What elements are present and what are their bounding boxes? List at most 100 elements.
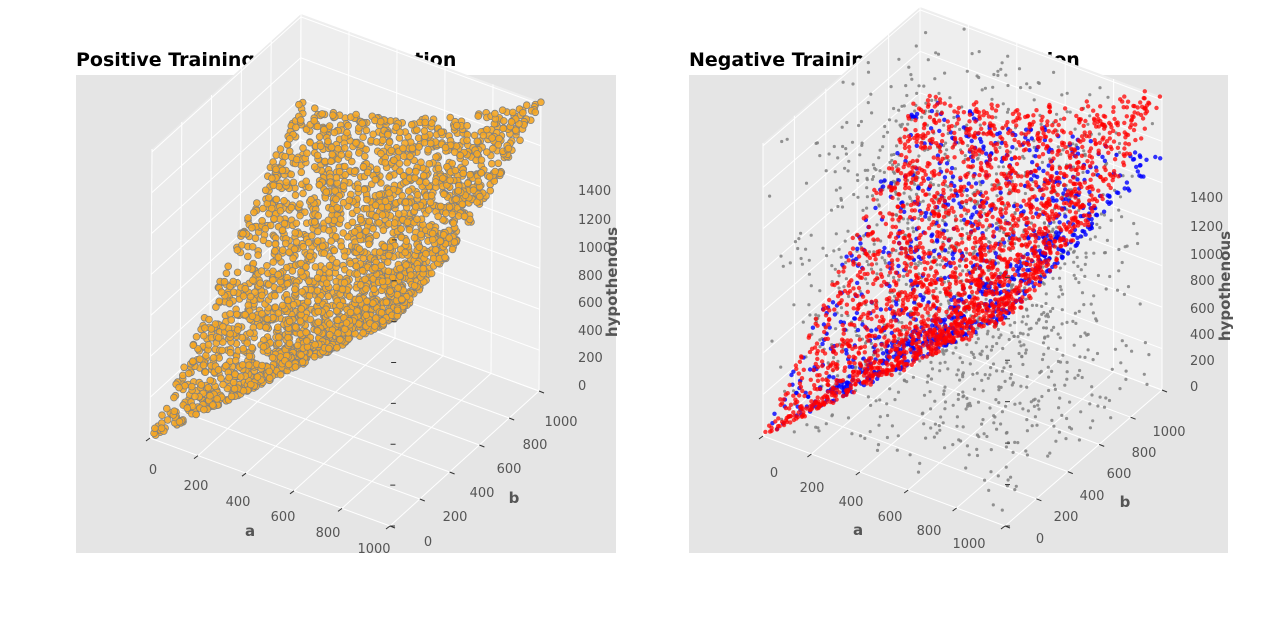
data-point	[347, 157, 356, 166]
data-point	[1025, 385, 1029, 389]
data-point	[424, 145, 432, 154]
data-point	[897, 57, 901, 61]
data-point	[1035, 303, 1039, 307]
data-point	[463, 179, 472, 188]
data-point	[261, 224, 270, 233]
data-point	[1012, 334, 1016, 339]
data-point	[494, 159, 503, 168]
data-point	[943, 222, 948, 227]
data-point	[310, 352, 319, 361]
data-point	[1056, 332, 1060, 336]
data-point	[269, 276, 277, 284]
data-point	[413, 191, 422, 199]
data-point	[281, 152, 289, 161]
data-point	[328, 150, 337, 159]
data-point	[244, 252, 252, 261]
data-point	[365, 240, 373, 249]
data-point	[371, 176, 380, 184]
data-point	[875, 448, 880, 452]
data-point	[352, 110, 360, 119]
data-point	[488, 144, 497, 153]
data-point	[855, 327, 861, 333]
data-point	[261, 186, 270, 195]
data-point	[307, 232, 316, 240]
data-point	[882, 178, 887, 183]
data-point	[920, 115, 924, 119]
data-point	[217, 288, 226, 297]
data-point	[851, 82, 855, 86]
data-point	[1055, 112, 1059, 116]
data-point	[888, 387, 892, 391]
data-point	[199, 361, 208, 370]
data-point	[1068, 400, 1072, 404]
data-point	[1101, 209, 1107, 214]
data-point	[263, 315, 272, 323]
data-point	[326, 178, 335, 186]
data-point	[201, 368, 210, 377]
data-point	[1050, 369, 1054, 373]
data-point	[370, 322, 379, 330]
data-point	[289, 254, 297, 263]
data-point	[911, 230, 916, 234]
data-point	[390, 156, 398, 165]
data-point	[929, 407, 933, 411]
data-point	[1000, 61, 1004, 65]
data-point	[1040, 304, 1044, 308]
data-point	[832, 356, 836, 360]
data-point	[1083, 232, 1088, 237]
data-point	[969, 138, 974, 144]
data-point	[1081, 170, 1085, 174]
data-point	[270, 215, 278, 223]
data-point	[990, 97, 994, 101]
z-tick-label: 1200	[578, 213, 611, 228]
data-point	[997, 401, 1001, 405]
data-point	[1090, 393, 1094, 397]
data-point	[1058, 266, 1062, 270]
data-point	[1046, 346, 1050, 350]
data-point	[1127, 188, 1132, 193]
data-point	[1007, 337, 1011, 342]
data-point	[999, 422, 1003, 426]
data-point	[983, 86, 988, 90]
data-point	[371, 314, 380, 322]
grid-line	[245, 337, 396, 474]
data-point	[401, 198, 410, 207]
data-point	[928, 215, 932, 219]
data-point	[868, 430, 872, 434]
data-point	[346, 308, 355, 317]
data-point	[1065, 377, 1069, 381]
data-point	[1039, 369, 1043, 373]
data-point	[324, 216, 333, 225]
data-point	[896, 197, 900, 201]
data-point	[938, 369, 942, 373]
data-point	[1019, 344, 1023, 348]
data-point	[1114, 152, 1119, 158]
data-point	[1052, 325, 1056, 329]
data-point	[1013, 440, 1017, 444]
data-point	[880, 351, 886, 356]
data-point	[1059, 288, 1063, 292]
data-point	[1042, 221, 1046, 225]
data-point	[1036, 244, 1041, 248]
data-point	[937, 424, 941, 428]
data-point	[1068, 110, 1072, 114]
data-point	[1091, 358, 1095, 362]
data-point	[827, 152, 831, 156]
data-point	[846, 416, 851, 420]
data-point	[821, 246, 825, 250]
data-point	[997, 385, 1001, 389]
data-point	[944, 161, 950, 166]
data-point	[907, 65, 911, 69]
data-point	[369, 224, 377, 233]
data-point	[192, 410, 200, 419]
data-point	[475, 192, 484, 201]
data-point	[461, 158, 470, 167]
data-point	[314, 212, 323, 220]
data-point	[306, 315, 315, 324]
data-point	[852, 192, 856, 197]
data-point	[955, 424, 959, 428]
data-point	[392, 123, 401, 131]
data-point	[910, 77, 914, 81]
data-point	[237, 373, 245, 381]
data-point	[248, 343, 256, 352]
